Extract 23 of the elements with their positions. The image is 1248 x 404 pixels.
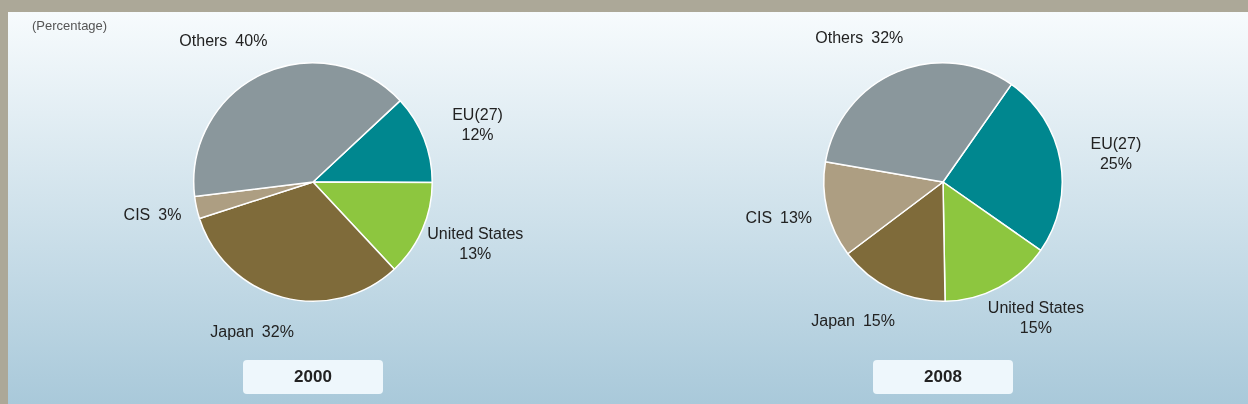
data-label: 12% xyxy=(461,125,494,143)
slice-label: Others xyxy=(815,29,864,47)
data-label: 13% xyxy=(780,208,813,226)
chart-subtitle: (Percentage) xyxy=(32,18,108,33)
slice-label: Others xyxy=(179,31,228,49)
data-label: 15% xyxy=(862,311,895,329)
slice-label: EU(27) xyxy=(452,105,503,123)
data-label: 32% xyxy=(261,322,294,340)
slice-label: CIS xyxy=(123,205,151,223)
slice-label: Japan xyxy=(811,311,855,329)
data-label: 25% xyxy=(1099,155,1132,173)
data-label: 32% xyxy=(871,29,904,47)
slice-label: United States xyxy=(987,299,1084,317)
slice-label: United States xyxy=(427,224,524,242)
data-label: 15% xyxy=(1019,319,1052,337)
data-label: 3% xyxy=(158,205,182,223)
text: 2000 xyxy=(243,360,383,394)
slice-label: CIS xyxy=(745,208,773,226)
slice-label: EU(27) xyxy=(1090,135,1142,153)
data-label: 13% xyxy=(459,244,492,262)
slice-label: Japan xyxy=(210,322,254,340)
text: 2008 xyxy=(873,360,1013,394)
data-label: 40% xyxy=(235,31,268,49)
